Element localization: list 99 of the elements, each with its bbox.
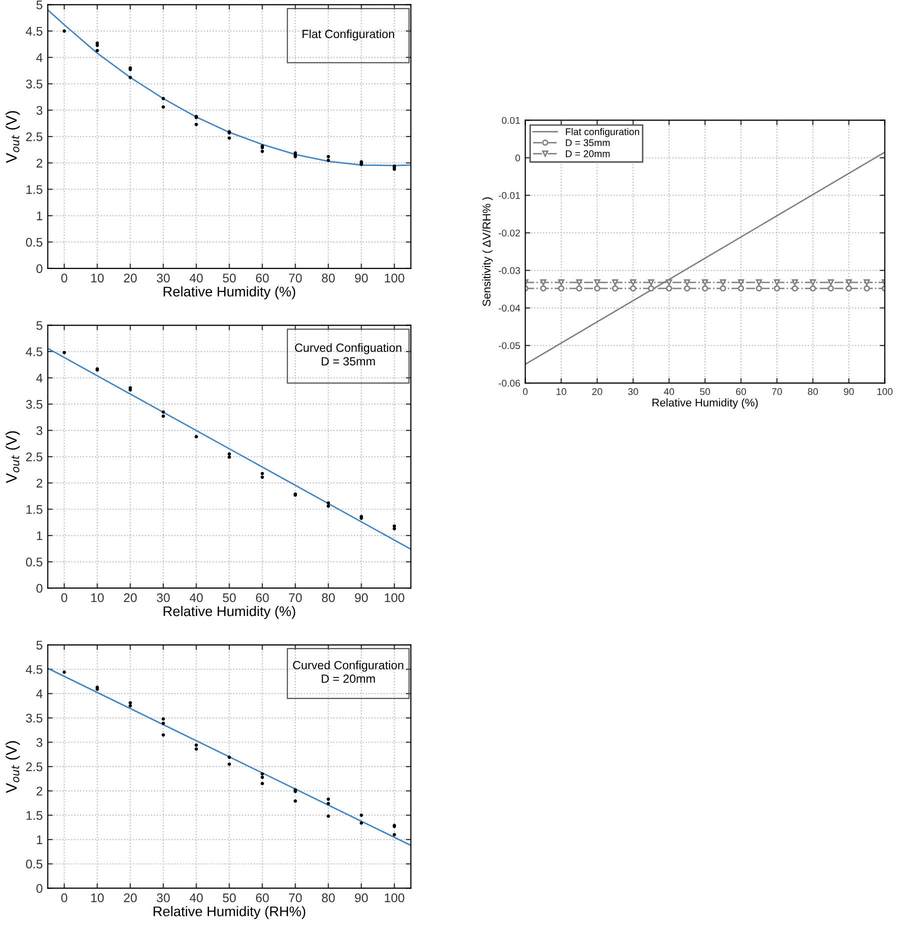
- y-tick-label: 3: [36, 738, 42, 747]
- x-tick-label: 70: [289, 274, 302, 282]
- x-tick-label: 10: [91, 893, 104, 902]
- x-tick-label: 80: [322, 893, 335, 902]
- y-tick-label: 1: [36, 531, 42, 540]
- x-tick-label: 30: [156, 593, 170, 602]
- x-tick-label: 90: [354, 893, 368, 902]
- y-tick-label: 1.5: [26, 811, 42, 820]
- y-tick-label: 0.5: [26, 860, 42, 869]
- y-tick-label: 1: [36, 835, 42, 844]
- x-tick-label: 60: [736, 388, 746, 396]
- x-tick-label: 20: [592, 388, 602, 396]
- x-tick-label: 10: [91, 593, 104, 602]
- y-tick-label: 2.5: [26, 452, 42, 462]
- x-tick-label: 90: [354, 593, 368, 602]
- y-tick-label: 2: [36, 786, 42, 796]
- y-tick-label: 0: [36, 584, 42, 593]
- y-tick-label: 3: [36, 106, 42, 115]
- x-tick-label: 20: [124, 593, 137, 602]
- x-tick-label: 10: [556, 388, 566, 396]
- y-axis-title: V$_{out}$ (V): [6, 111, 20, 163]
- y-tick-label: 4: [36, 53, 43, 62]
- y-tick-label: 3: [36, 426, 42, 436]
- x-tick-label: 50: [222, 893, 236, 902]
- x-tick-label: 30: [156, 274, 170, 282]
- y-tick-label: 3.5: [26, 400, 42, 409]
- x-tick-label: 0: [61, 593, 68, 602]
- y-tick-label: 2: [36, 158, 42, 168]
- y-tick-label: 0.5: [26, 558, 42, 566]
- x-tick-label: 80: [322, 274, 335, 282]
- x-axis-title: Relative Humidity (%): [652, 398, 758, 409]
- x-tick-label: 70: [289, 893, 302, 902]
- x-tick-label: 10: [91, 274, 104, 282]
- y-tick-label: 0.5: [26, 238, 42, 247]
- y-tick-label: 5: [36, 640, 42, 650]
- y-tick-label: 2: [36, 478, 42, 488]
- x-tick-label: 100: [384, 593, 404, 602]
- x-tick-label: 70: [289, 593, 302, 602]
- y-tick-label: 3.5: [26, 714, 42, 723]
- x-tick-label: 20: [124, 893, 137, 902]
- x-axis-title: Relative Humidity (RH%): [154, 906, 306, 920]
- y-tick-label: 5: [36, 0, 42, 10]
- y-tick-label: -0.06: [498, 380, 520, 387]
- x-tick-label: 0: [522, 388, 528, 396]
- x-tick-label: 70: [772, 388, 782, 396]
- x-tick-label: 90: [844, 388, 854, 396]
- x-tick-label: 40: [190, 593, 203, 602]
- y-tick-label: 4: [36, 374, 43, 382]
- y-tick-label: 4.5: [26, 347, 42, 356]
- y-tick-label: 2.5: [26, 762, 42, 772]
- annotation: Flat Configuration: [302, 29, 394, 40]
- x-tick-label: 40: [664, 388, 674, 396]
- legend-label: D = 20mm: [566, 150, 610, 158]
- y-tick-label: 0: [515, 154, 520, 162]
- y-tick-label: -0.02: [498, 230, 520, 236]
- legend-label: D = 35mm: [566, 139, 610, 146]
- y-axis-title: V$_{out}$ (V): [6, 741, 20, 794]
- y-tick-label: 3.5: [26, 80, 42, 88]
- x-tick-label: 30: [628, 388, 638, 396]
- y-tick-label: 4.5: [26, 665, 42, 674]
- x-tick-label: 90: [354, 274, 368, 282]
- x-tick-label: 0: [61, 274, 68, 282]
- y-tick-label: -0.04: [498, 304, 520, 312]
- annotation: Curved Configuration D = 20mm: [293, 660, 404, 683]
- y-tick-label: 4: [36, 690, 43, 698]
- y-tick-label: 0.01: [502, 116, 520, 124]
- y-tick-label: 1.5: [26, 505, 42, 514]
- y-tick-label: -0.03: [498, 267, 520, 274]
- annotation: Curved Configuation D = 35mm: [295, 343, 402, 366]
- x-tick-label: 60: [256, 274, 269, 282]
- legend-label: Flat configuration: [566, 128, 640, 138]
- x-tick-label: 0: [61, 893, 68, 902]
- y-tick-label: 0: [36, 264, 42, 274]
- y-tick-label: 5: [36, 321, 42, 330]
- y-tick-label: 4.5: [26, 26, 42, 36]
- x-tick-label: 50: [222, 274, 236, 282]
- x-tick-label: 40: [190, 893, 203, 902]
- y-axis-title: Sensitivity ( ΔV/RH% ): [482, 197, 493, 306]
- y-tick-label: 1.5: [26, 185, 42, 194]
- y-tick-label: -0.01: [498, 192, 520, 199]
- x-tick-label: 50: [222, 593, 236, 602]
- y-tick-label: 0: [36, 884, 42, 893]
- x-tick-label: 50: [700, 388, 710, 396]
- x-tick-label: 20: [124, 274, 137, 282]
- y-axis-title: V$_{out}$ (V): [6, 431, 20, 484]
- y-tick-label: 2.5: [26, 132, 42, 142]
- x-tick-label: 100: [384, 893, 404, 902]
- x-axis-title: Relative Humidity (%): [164, 286, 296, 300]
- x-tick-label: 80: [322, 593, 335, 602]
- x-tick-label: 60: [256, 893, 269, 902]
- x-tick-label: 30: [156, 893, 170, 902]
- x-tick-label: 100: [877, 388, 893, 396]
- x-tick-label: 60: [256, 593, 269, 602]
- x-tick-label: 80: [808, 388, 818, 396]
- y-tick-label: 1: [36, 212, 42, 220]
- x-axis-title: Relative Humidity (%): [164, 606, 296, 619]
- y-tick-label: -0.05: [498, 342, 520, 350]
- x-tick-label: 40: [190, 274, 203, 282]
- x-tick-label: 100: [384, 274, 404, 282]
